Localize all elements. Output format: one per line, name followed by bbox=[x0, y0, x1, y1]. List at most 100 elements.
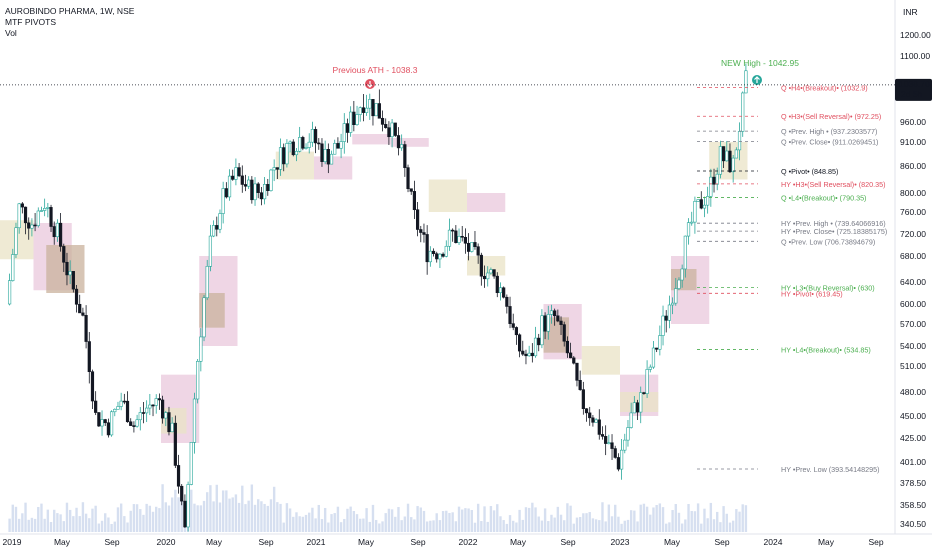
volume-bar bbox=[614, 504, 617, 532]
candle-body bbox=[145, 407, 149, 414]
candle-body bbox=[441, 253, 445, 257]
candle-body bbox=[368, 99, 372, 109]
volume-bar bbox=[617, 516, 620, 532]
candle-body bbox=[247, 179, 251, 187]
volume-bar bbox=[174, 489, 177, 532]
candle-body bbox=[425, 234, 429, 263]
volume-bar bbox=[59, 514, 62, 532]
volume-bar bbox=[607, 504, 611, 532]
price-tick-label: 570.00 bbox=[900, 319, 926, 329]
candle-body bbox=[725, 150, 729, 162]
candle-body bbox=[135, 419, 139, 427]
volume-bar bbox=[706, 518, 709, 532]
new-high-callout: NEW High - 1042.95 bbox=[721, 58, 799, 68]
candle-body bbox=[374, 103, 378, 117]
volume-bar bbox=[129, 510, 132, 532]
volume-bar bbox=[263, 503, 266, 532]
candle-body bbox=[74, 288, 79, 305]
volume-bar bbox=[744, 505, 748, 532]
candle-body bbox=[396, 135, 401, 149]
volume-bar bbox=[543, 508, 547, 532]
volume-bar bbox=[645, 506, 649, 532]
candle-body bbox=[141, 412, 146, 414]
price-tick-label: 480.00 bbox=[900, 387, 926, 397]
volume-bar bbox=[489, 506, 493, 532]
pivot-zone-box bbox=[467, 193, 506, 212]
volume-bar bbox=[486, 521, 489, 532]
volume-bar bbox=[368, 521, 371, 532]
candle-body bbox=[186, 484, 190, 528]
candle-body bbox=[473, 242, 477, 248]
candle-body bbox=[129, 421, 133, 426]
candle-body bbox=[540, 315, 544, 346]
volume-bar bbox=[540, 520, 544, 532]
down-arrow-glyph bbox=[367, 81, 373, 88]
volume-bar bbox=[167, 505, 171, 532]
volume-bar bbox=[78, 516, 81, 532]
candle-body bbox=[154, 398, 158, 406]
volume-bar bbox=[521, 519, 524, 532]
time-tick-label: May bbox=[206, 537, 223, 547]
volume-bar bbox=[155, 506, 158, 532]
volume-bar bbox=[588, 512, 591, 532]
volume-bar bbox=[448, 512, 451, 532]
volume-bar bbox=[234, 494, 238, 532]
volume-bar bbox=[132, 504, 136, 532]
volume-bar bbox=[84, 513, 88, 532]
volume-bar bbox=[480, 521, 483, 532]
time-tick-label: 2022 bbox=[459, 537, 478, 547]
candle-body bbox=[390, 122, 394, 138]
pivot-level-label: Q •Prev. Low (706.73894679) bbox=[781, 237, 875, 246]
candle-body bbox=[298, 137, 302, 152]
volume-bar bbox=[502, 520, 505, 532]
candle-body bbox=[20, 203, 24, 208]
volume-bar bbox=[37, 506, 40, 532]
candle-body bbox=[699, 199, 703, 209]
volume-bar bbox=[164, 502, 167, 532]
time-tick-label: 2019 bbox=[3, 537, 22, 547]
candle-body bbox=[33, 224, 37, 227]
volume-bar bbox=[422, 510, 426, 532]
time-tick-label: Sep bbox=[868, 537, 883, 547]
volume-bar bbox=[680, 523, 684, 532]
volume-bar bbox=[438, 520, 442, 532]
volume-bar bbox=[633, 510, 636, 532]
candle-body bbox=[46, 207, 50, 209]
volume-bar bbox=[123, 516, 126, 532]
volume-bar bbox=[696, 503, 700, 532]
volume-bar bbox=[161, 484, 164, 532]
volume-bar bbox=[518, 509, 521, 532]
volume-bar bbox=[515, 522, 518, 532]
candle-body bbox=[489, 269, 493, 274]
volume-bar bbox=[317, 504, 320, 532]
candle-body bbox=[81, 312, 85, 316]
candle-body bbox=[211, 225, 216, 237]
candle-body bbox=[100, 419, 104, 427]
candle-body bbox=[454, 230, 458, 243]
time-tick-label: 2021 bbox=[307, 537, 326, 547]
volume-bar bbox=[719, 522, 722, 532]
price-tick-label: 860.00 bbox=[900, 161, 926, 171]
volume-bar bbox=[333, 513, 336, 532]
volume-bar bbox=[68, 509, 72, 532]
volume-bar bbox=[231, 497, 234, 532]
volume-bar bbox=[591, 518, 595, 532]
candle-body bbox=[384, 124, 388, 128]
candle-body bbox=[224, 188, 228, 198]
candle-body bbox=[138, 412, 142, 421]
candle-body bbox=[62, 246, 66, 263]
volume-bar bbox=[505, 523, 509, 532]
price-tick-label: 960.00 bbox=[900, 117, 926, 127]
time-tick-label: Sep bbox=[258, 537, 273, 547]
candle-body bbox=[619, 449, 624, 470]
candle-body bbox=[648, 366, 652, 370]
candle-body bbox=[553, 310, 557, 317]
candle-body bbox=[208, 235, 213, 267]
volume-bar bbox=[454, 521, 458, 532]
volume-bar bbox=[40, 503, 43, 532]
volume-bar bbox=[524, 507, 528, 532]
candle-body bbox=[301, 137, 305, 149]
candle-body bbox=[253, 183, 257, 201]
volume-bar bbox=[343, 518, 346, 532]
